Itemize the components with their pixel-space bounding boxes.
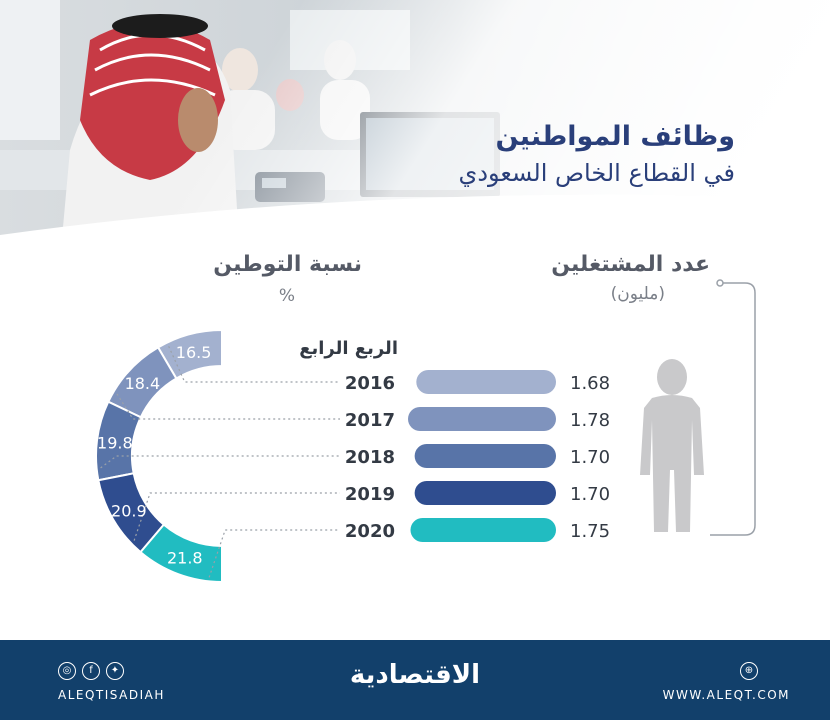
donut-value-2020: 21.8	[167, 548, 203, 567]
donut-value-2019: 20.9	[111, 502, 147, 521]
twitter-icon[interactable]: ✦	[106, 662, 124, 680]
year-label-2016: 2016	[345, 373, 395, 394]
title-block: وظائف المواطنين في القطاع الخاص السعودي	[459, 118, 735, 190]
bar-2020	[410, 518, 556, 542]
saudization-unit: %	[278, 286, 295, 306]
footer-handle[interactable]: ALEQTISADIAH	[58, 688, 165, 702]
facebook-icon[interactable]: f	[82, 662, 100, 680]
connector-2019	[133, 492, 340, 541]
bar-value-2020: 1.75	[570, 521, 610, 542]
employees-label: عدد المشتغلين	[551, 252, 710, 277]
employees-unit: (مليون)	[610, 284, 665, 304]
donut-segment-2020	[139, 523, 223, 584]
title-line-2: في القطاع الخاص السعودي	[458, 159, 735, 187]
bar-2017	[408, 407, 556, 431]
year-label-2020: 2020	[345, 521, 395, 542]
bar-2018	[414, 444, 556, 468]
saudization-label: نسبة التوطين	[213, 252, 362, 277]
donut-value-2017: 18.4	[125, 374, 161, 393]
connector-dot	[716, 279, 724, 287]
year-label-2018: 2018	[345, 447, 395, 468]
year-label-2019: 2019	[345, 484, 395, 505]
bar-value-2019: 1.70	[570, 484, 610, 505]
connector-2018	[100, 455, 340, 469]
footer-url[interactable]: WWW.ALEQT.COM	[662, 688, 790, 702]
bar-value-2018: 1.70	[570, 447, 610, 468]
footer-logo: الاقتصادية	[349, 660, 481, 690]
footer-bar: ◎ f ✦ ALEQTISADIAH الاقتصادية ⊕ WWW.ALEQ…	[0, 640, 830, 720]
connector-2020	[208, 529, 340, 578]
bar-2016	[416, 370, 556, 394]
year-label-2017: 2017	[345, 410, 395, 431]
chart-area: 1.68 2016 1.78 2017 1.70 2018 1.70 2019 1.75 2020…	[95, 279, 756, 584]
quarter-label: الربع الرابع	[299, 338, 398, 359]
bar-2019	[414, 481, 556, 505]
person-icon	[640, 359, 704, 532]
bar-value-2016: 1.68	[570, 373, 610, 394]
donut-value-2016: 16.5	[176, 343, 212, 362]
donut-value-2018: 19.8	[97, 433, 133, 452]
header-photo	[0, 0, 830, 260]
web-icon[interactable]: ⊕	[740, 662, 758, 680]
instagram-icon[interactable]: ◎	[58, 662, 76, 680]
label-connector	[710, 282, 756, 536]
bar-value-2017: 1.78	[570, 410, 610, 431]
title-line-1: وظائف المواطنين	[495, 121, 736, 152]
